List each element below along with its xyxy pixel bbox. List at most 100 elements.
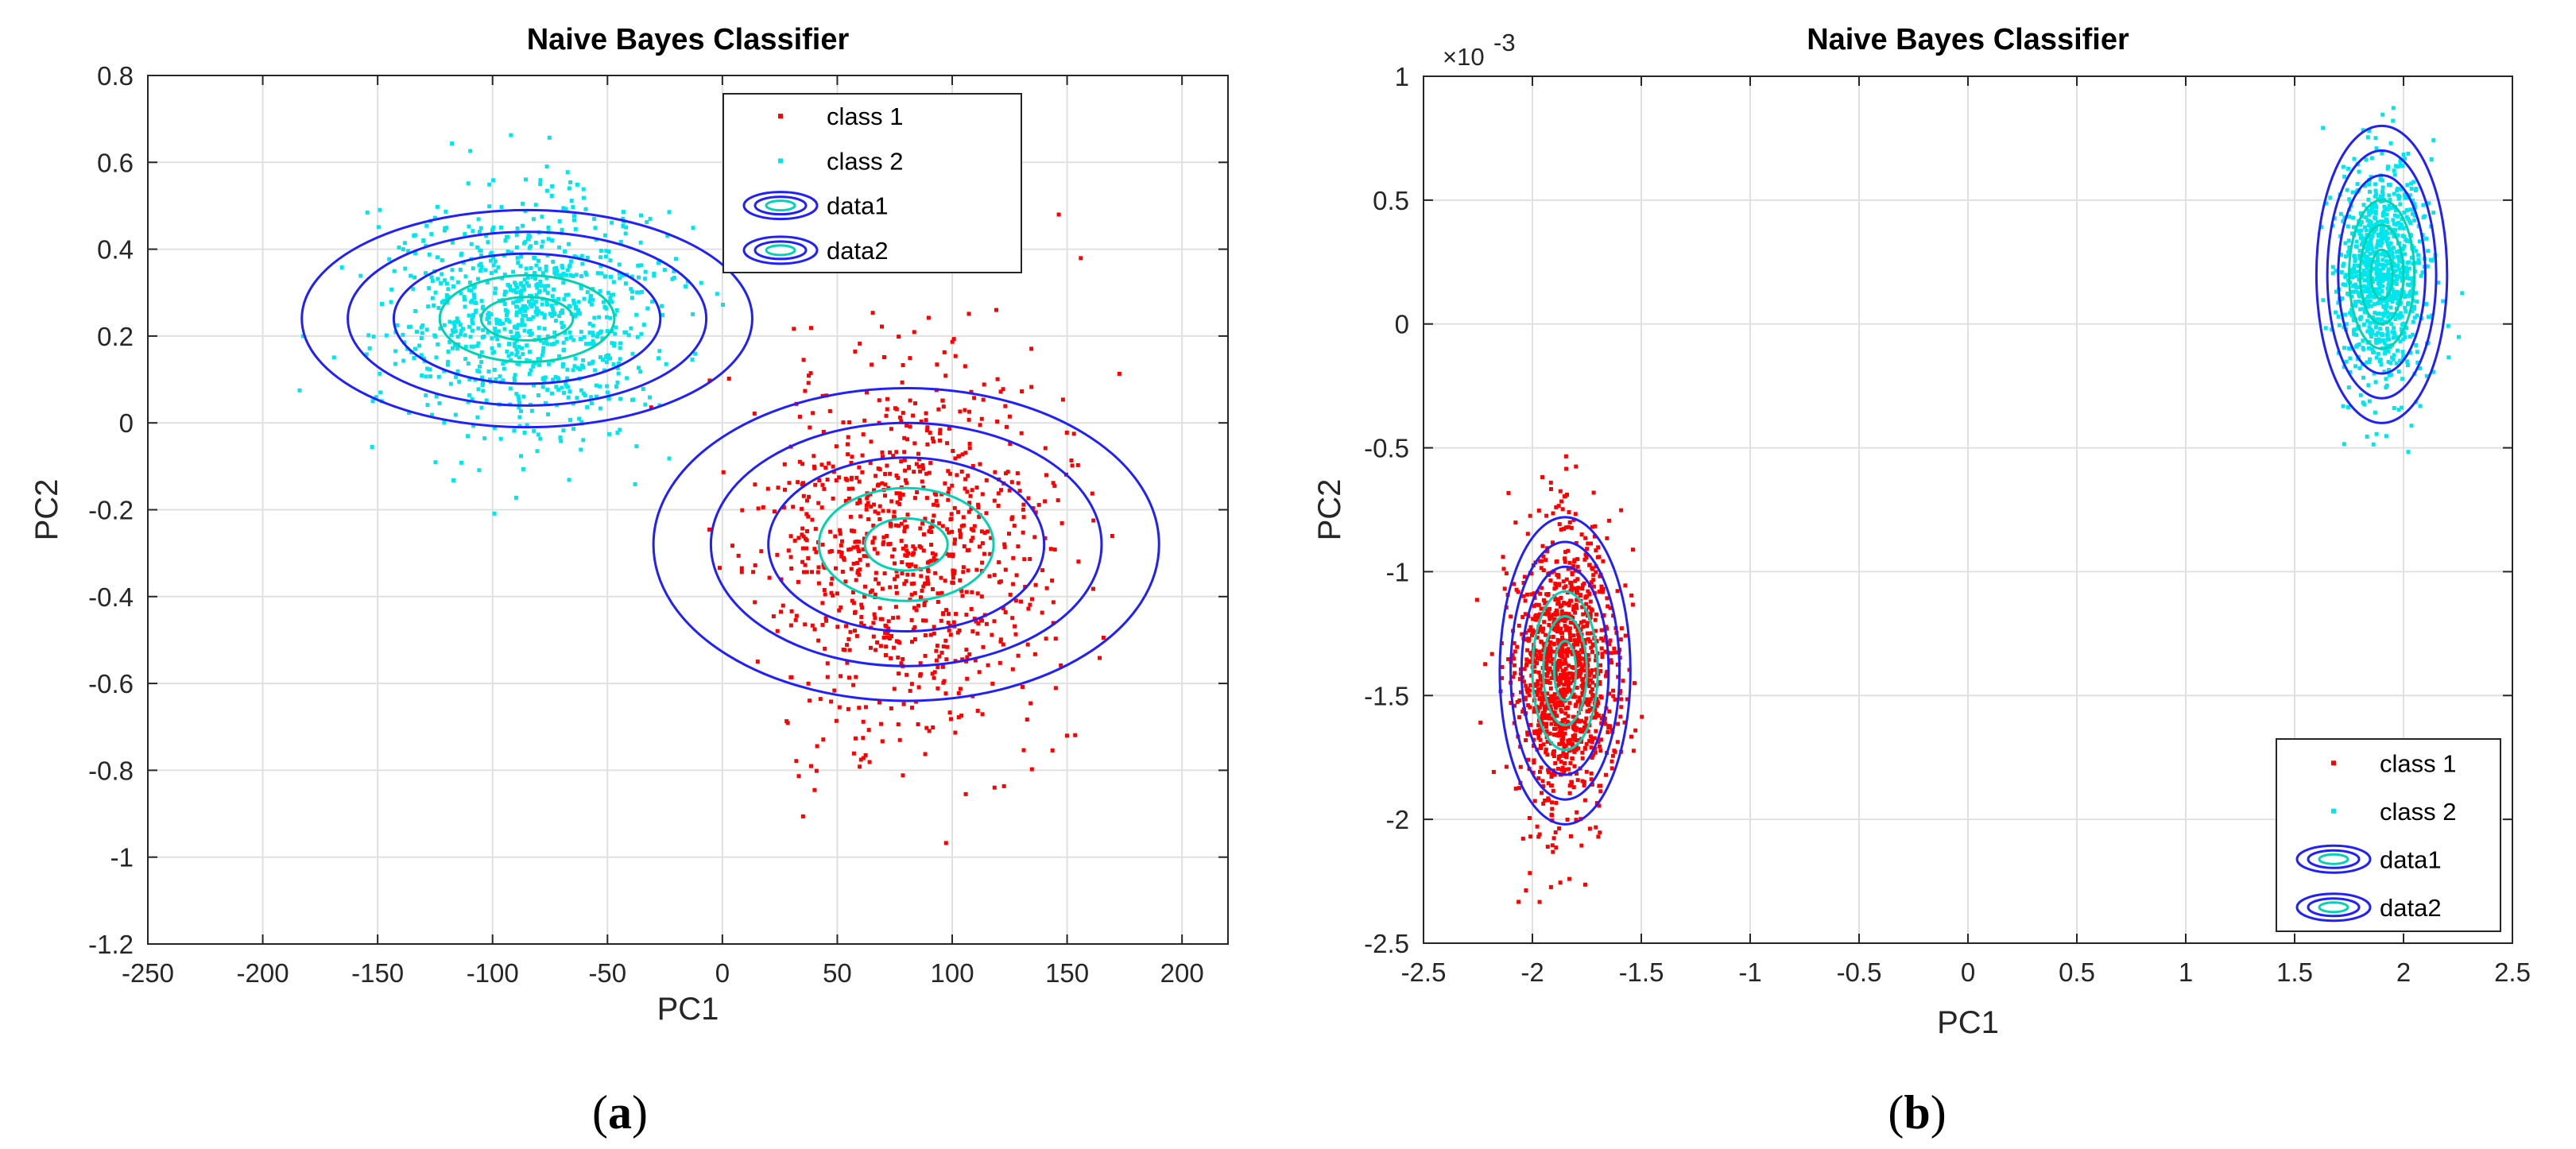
scatter-point <box>551 377 556 382</box>
scatter-point <box>860 605 865 610</box>
scatter-point <box>1564 690 1569 694</box>
scatter-point <box>1615 589 1620 594</box>
y-tick-label: -2 <box>1386 805 1409 834</box>
scatter-point <box>549 342 554 346</box>
scatter-point <box>866 728 871 733</box>
scatter-point <box>499 205 504 210</box>
scatter-point <box>2392 192 2396 196</box>
scatter-point <box>2365 249 2370 253</box>
scatter-point <box>453 412 458 417</box>
scatter-point <box>473 310 478 315</box>
scatter-point <box>2424 302 2429 307</box>
scatter-point <box>1593 524 1598 528</box>
scatter-point <box>819 505 824 510</box>
scatter-point <box>1629 593 1634 598</box>
scatter-point <box>589 395 594 400</box>
scatter-point <box>1563 628 1568 633</box>
scatter-point <box>880 324 884 329</box>
scatter-point <box>1528 722 1533 727</box>
scatter-point <box>897 491 902 496</box>
scatter-point <box>912 625 917 629</box>
scatter-point <box>487 182 492 187</box>
scatter-point <box>567 186 571 191</box>
scatter-point <box>1528 513 1532 518</box>
scatter-point <box>1592 674 1597 679</box>
scatter-point <box>870 362 874 367</box>
scatter-point <box>2375 273 2380 278</box>
scatter-point <box>544 164 549 169</box>
scatter-point <box>892 687 897 691</box>
scatter-point <box>1590 782 1594 787</box>
scatter-point <box>629 289 634 294</box>
scatter-point <box>1542 705 1547 710</box>
scatter-point <box>866 501 870 505</box>
scatter-point <box>370 445 374 449</box>
scatter-point <box>881 535 886 540</box>
scatter-point <box>2394 361 2399 366</box>
scatter-point <box>1563 642 1568 647</box>
scatter-point <box>517 345 521 349</box>
scatter-point <box>1562 745 1567 749</box>
scatter-point <box>1537 705 1542 710</box>
scatter-point <box>833 534 838 539</box>
scatter-point <box>736 553 741 558</box>
scatter-point <box>1578 672 1582 677</box>
scatter-point <box>567 389 572 394</box>
scatter-point <box>1544 750 1548 755</box>
scatter-point <box>478 364 482 369</box>
scatter-point <box>559 311 564 315</box>
scatter-point <box>599 271 604 276</box>
scatter-point <box>493 291 498 296</box>
scatter-point <box>2407 193 2412 198</box>
scatter-point <box>2384 377 2388 381</box>
scatter-point <box>587 321 592 326</box>
scatter-point <box>524 177 528 182</box>
scatter-point <box>1565 706 1570 710</box>
scatter-point <box>1512 582 1517 586</box>
scatter-point <box>514 335 519 339</box>
scatter-point <box>1589 771 1594 776</box>
scatter-point <box>2392 326 2396 331</box>
scatter-point <box>718 566 722 571</box>
scatter-point <box>938 431 943 435</box>
scatter-point <box>524 313 528 318</box>
scatter-point <box>2366 197 2371 202</box>
scatter-point <box>2384 307 2388 311</box>
scatter-point <box>557 273 562 278</box>
scatter-point <box>876 581 881 586</box>
scatter-point <box>603 233 607 238</box>
scatter-point <box>527 234 532 239</box>
scatter-point <box>491 225 496 230</box>
scatter-point <box>1585 631 1590 636</box>
scatter-point <box>1575 778 1580 783</box>
scatter-point <box>2373 202 2377 207</box>
scatter-point <box>2405 359 2410 364</box>
scatter-point <box>2374 146 2379 151</box>
scatter-point <box>840 570 845 574</box>
scatter-point <box>854 540 859 544</box>
scatter-point <box>2457 335 2461 339</box>
scatter-point <box>2349 294 2354 299</box>
scatter-point <box>2417 261 2422 265</box>
scatter-point <box>1520 632 1524 636</box>
scatter-point <box>2339 253 2343 257</box>
scatter-point <box>432 304 436 308</box>
scatter-point <box>568 180 573 184</box>
scatter-point <box>1594 639 1599 644</box>
scatter-point <box>2346 224 2350 229</box>
scatter-point <box>545 291 550 296</box>
scatter-point <box>397 246 401 250</box>
scatter-point <box>1596 740 1601 745</box>
scatter-point <box>1540 544 1545 548</box>
scatter-point <box>939 618 943 623</box>
scatter-point <box>2403 195 2407 200</box>
scatter-point <box>969 389 974 394</box>
scatter-point <box>1541 568 1546 573</box>
scatter-point <box>2363 246 2368 250</box>
scatter-point <box>2392 172 2397 177</box>
scatter-point <box>537 289 542 293</box>
scatter-point <box>443 278 447 283</box>
scatter-point <box>1611 688 1616 693</box>
scatter-point <box>1569 525 1574 530</box>
scatter-point <box>943 373 948 378</box>
